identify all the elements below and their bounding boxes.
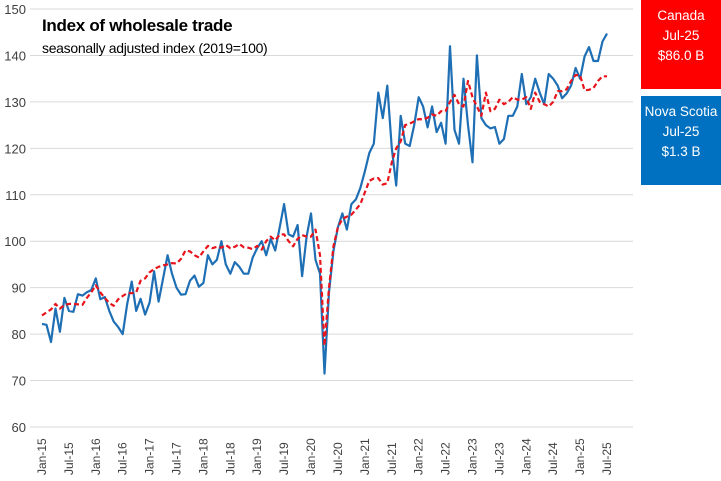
x-tick-label: Jan-24	[519, 438, 533, 475]
x-tick-label: Jan-22	[412, 438, 426, 475]
x-tick-label: Jul-19	[277, 442, 291, 475]
x-tick-label: Jul-23	[492, 442, 506, 475]
x-tick-label: Jan-25	[573, 438, 587, 475]
x-tick-label: Jan-18	[196, 438, 210, 475]
y-tick-label: 120	[4, 141, 26, 156]
nova-scotia-value: $1.3 B	[661, 144, 701, 159]
chart-title: Index of wholesale trade	[42, 16, 233, 35]
chart-subtitle: seasonally adjusted index (2019=100)	[42, 40, 268, 56]
nova-scotia-value-box: Nova Scotia Jul-25 $1.3 B	[641, 96, 721, 185]
canada-label: Canada	[657, 8, 705, 23]
x-tick-label: Jul-22	[439, 442, 453, 475]
series-line-nova-scotia	[41, 33, 608, 375]
x-tick-label: Jan-20	[304, 438, 318, 475]
x-tick-label: Jul-20	[331, 442, 345, 475]
x-tick-label: Jul-21	[385, 442, 399, 475]
y-tick-label: 140	[4, 48, 26, 63]
x-tick-label: Jan-19	[250, 438, 264, 475]
nova-scotia-period: Jul-25	[662, 124, 700, 139]
nova-scotia-label: Nova Scotia	[644, 104, 718, 119]
x-tick-label: Jan-21	[358, 438, 372, 475]
y-tick-label: 60	[12, 420, 26, 435]
x-tick-label: Jul-24	[546, 442, 560, 475]
x-tick-label: Jan-15	[35, 438, 49, 475]
y-tick-label: 80	[12, 327, 26, 342]
canada-value: $86.0 B	[657, 48, 705, 63]
x-tick-label: Jul-17	[170, 442, 184, 475]
x-tick-label: Jul-16	[116, 442, 130, 475]
x-tick-label: Jan-23	[465, 438, 479, 475]
canada-value-box: Canada Jul-25 $86.0 B	[641, 0, 721, 89]
y-tick-label: 110	[5, 188, 26, 203]
y-tick-label: 130	[4, 95, 26, 110]
x-tick-label: Jan-17	[143, 438, 157, 475]
canada-period: Jul-25	[662, 28, 700, 43]
y-tick-label: 90	[12, 281, 26, 296]
y-tick-label: 150	[4, 2, 26, 17]
x-tick-label: Jan-16	[89, 438, 103, 475]
x-tick-label: Jul-15	[62, 442, 76, 475]
y-tick-label: 100	[4, 234, 26, 249]
x-tick-label: Jul-25	[600, 442, 614, 475]
y-tick-label: 70	[12, 374, 26, 389]
x-tick-label: Jul-18	[223, 442, 237, 475]
